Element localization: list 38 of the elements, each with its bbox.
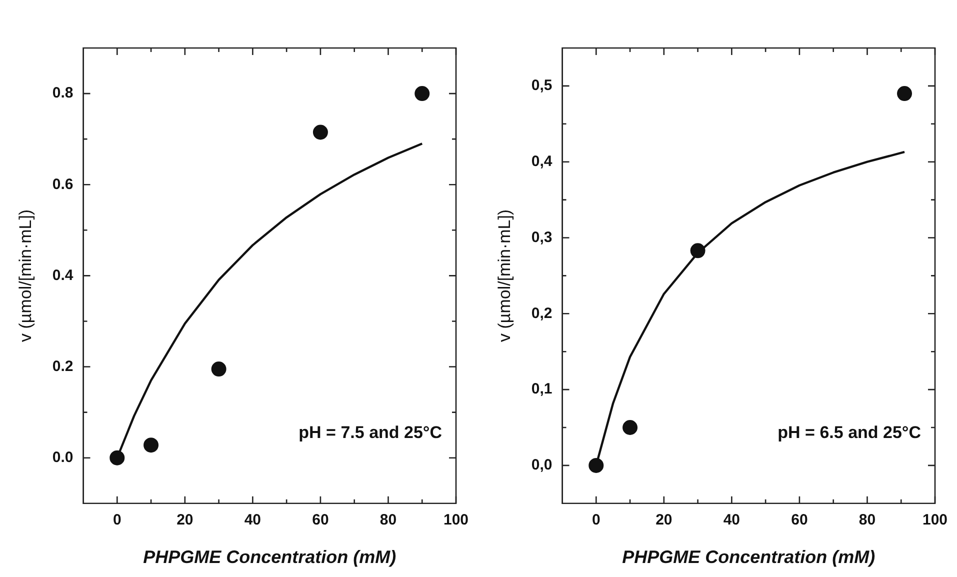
y-axis-title: v (µmol/[min·mL]) bbox=[494, 209, 514, 342]
point bbox=[211, 362, 226, 377]
y-tick-label: 0,1 bbox=[531, 380, 552, 398]
x-tick-label: 20 bbox=[656, 512, 672, 529]
x-axis-title: PHPGME Concentration (mM) bbox=[143, 547, 396, 568]
x-tick-label: 80 bbox=[858, 512, 876, 529]
point bbox=[312, 124, 328, 140]
annotation: pH = 6.5 and 25°C bbox=[778, 423, 921, 442]
point bbox=[144, 438, 159, 453]
y-axis-title: v (µmol/[min·mL]) bbox=[16, 209, 35, 342]
point bbox=[110, 450, 125, 466]
y-tick-label: 0.4 bbox=[52, 266, 74, 284]
point bbox=[897, 86, 912, 102]
x-tick-label: 100 bbox=[922, 512, 948, 529]
y-tick-label: 0,0 bbox=[531, 456, 552, 474]
x-axis-title: PHPGME Concentration (mM) bbox=[622, 547, 876, 568]
x-tick-label: 60 bbox=[312, 512, 329, 529]
x-tick-label: 20 bbox=[176, 512, 194, 529]
x-tick-label: 0 bbox=[592, 512, 600, 529]
x-tick-label: 80 bbox=[380, 512, 397, 529]
y-tick-label: 0,3 bbox=[531, 228, 552, 246]
y-tick-label: 0.0 bbox=[52, 449, 74, 466]
x-tick-label: 40 bbox=[244, 512, 262, 529]
y-tick-label: 0,5 bbox=[531, 77, 552, 94]
point bbox=[588, 458, 604, 473]
x-tick-label: 40 bbox=[723, 512, 740, 529]
x-tick-label: 60 bbox=[791, 512, 808, 529]
y-tick-label: 0.6 bbox=[52, 176, 74, 193]
y-tick-label: 0,4 bbox=[531, 152, 553, 170]
y-tick-label: 0,2 bbox=[531, 304, 552, 322]
x-tick-label: 0 bbox=[112, 512, 122, 529]
point bbox=[690, 243, 706, 258]
point bbox=[414, 86, 430, 102]
y-tick-label: 0.2 bbox=[52, 358, 74, 375]
point bbox=[622, 420, 638, 435]
x-tick-label: 100 bbox=[443, 512, 469, 529]
annotation: pH = 7.5 and 25°C bbox=[298, 423, 442, 442]
y-tick-label: 0.8 bbox=[52, 84, 74, 102]
